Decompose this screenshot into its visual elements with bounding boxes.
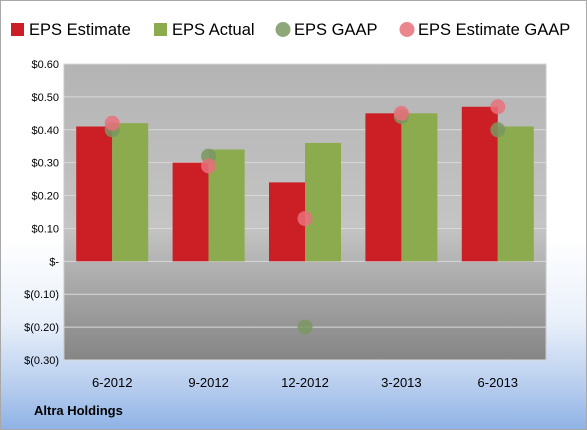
eps-actual-bar (305, 142, 341, 262)
x-category-label: 3-2013 (381, 375, 421, 390)
legend-label: EPS GAAP (294, 21, 377, 39)
y-tick-label: $(0.10) (24, 289, 59, 301)
y-tick-label: $0.40 (31, 125, 59, 137)
y-tick-label: $- (49, 256, 59, 268)
y-tick-label: $(0.30) (24, 355, 59, 367)
company-name: Altra Holdings (34, 403, 123, 418)
legend-label: EPS Estimate (29, 21, 131, 39)
eps-estimate-gaap-point (297, 211, 313, 227)
eps-gaap-point (490, 122, 506, 138)
eps-estimate-bar (172, 162, 209, 262)
legend-marker (399, 22, 415, 37)
y-tick-label: $0.10 (31, 223, 59, 235)
legend-label: EPS Estimate GAAP (418, 21, 570, 39)
eps-estimate-gaap-point (490, 99, 506, 115)
y-tick-label: $0.20 (31, 191, 59, 203)
y-tick-label: $0.50 (31, 92, 59, 104)
x-category-label: 9-2012 (188, 375, 228, 390)
legend-marker (275, 22, 291, 37)
eps-estimate-gaap-point (393, 105, 409, 121)
eps-estimate-bar (76, 126, 113, 262)
eps-actual-bar (401, 113, 438, 262)
legend-swatch (154, 23, 167, 36)
eps-estimate-gaap-point (104, 115, 120, 131)
eps-estimate-bar (365, 113, 402, 262)
y-tick-label: $0.30 (31, 158, 59, 170)
y-tick-label: $(0.20) (24, 322, 59, 334)
eps-actual-bar (497, 126, 534, 262)
eps-gaap-point (297, 319, 313, 335)
legend-swatch (11, 23, 24, 36)
eps-actual-bar (112, 123, 149, 262)
legend-label: EPS Actual (172, 21, 255, 39)
y-tick-label: $0.60 (31, 59, 59, 71)
x-category-label: 12-2012 (281, 375, 329, 390)
eps-estimate-gaap-point (201, 158, 217, 174)
x-category-label: 6-2013 (478, 375, 518, 390)
x-category-label: 6-2012 (92, 375, 132, 390)
